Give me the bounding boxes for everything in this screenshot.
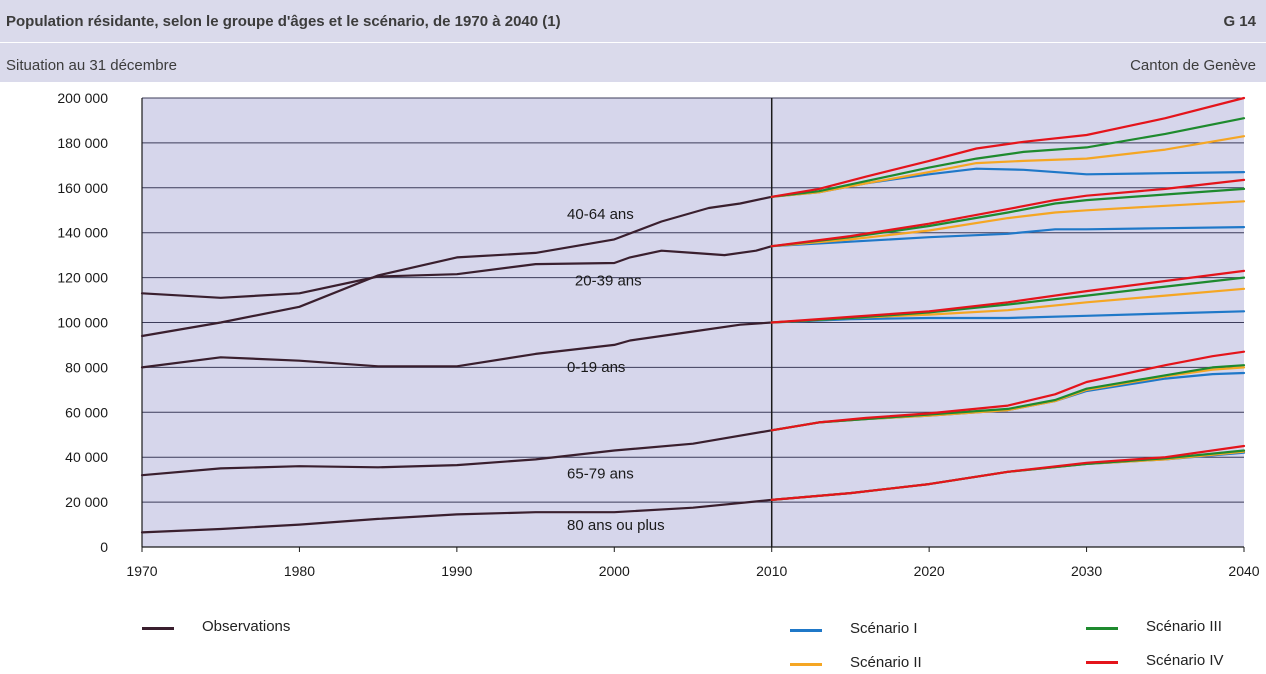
legend-scenario-2-swatch xyxy=(790,663,822,666)
series-observed-0-19-ans xyxy=(140,321,773,369)
x-tick-label: 2000 xyxy=(599,563,630,579)
chart-subtitle: Situation au 31 décembre xyxy=(6,57,177,74)
x-tick-label: 2040 xyxy=(1228,563,1259,579)
group-annotation: 65-79 ans xyxy=(567,466,634,483)
series-scenario3-40-64-ans xyxy=(770,117,1246,198)
y-tick-label: 60 000 xyxy=(65,404,108,420)
series-scenario4-20-39-ans xyxy=(770,178,1246,248)
chart-code: G 14 xyxy=(1223,13,1256,30)
group-annotation: 0-19 ans xyxy=(567,359,625,376)
y-tick-label: 140 000 xyxy=(57,225,108,241)
x-tick-label: 1970 xyxy=(126,563,157,579)
series-scenario4-40-64-ans xyxy=(770,96,1246,198)
series-scenario3-20-39-ans xyxy=(770,187,1246,248)
y-tick-label: 180 000 xyxy=(57,135,108,151)
series-scenario2-20-39-ans xyxy=(770,200,1246,248)
series-observed-80-ans-ou-plus xyxy=(140,498,773,534)
y-tick-label: 160 000 xyxy=(57,180,108,196)
legend-observations-swatch xyxy=(142,627,174,630)
legend-scenario-2-label: Scénario II xyxy=(850,654,922,671)
y-tick-label: 120 000 xyxy=(57,270,108,286)
legend-scenario-1-label: Scénario I xyxy=(850,620,918,637)
series-scenario1-20-39-ans xyxy=(770,226,1246,248)
chart-header: Population résidante, selon le groupe d'… xyxy=(0,0,1266,82)
y-tick-label: 200 000 xyxy=(57,90,108,106)
x-tick-label: 1990 xyxy=(441,563,472,579)
series-observed-65-79-ans xyxy=(140,429,773,477)
x-tick-label: 1980 xyxy=(284,563,315,579)
legend-scenario-3-label: Scénario III xyxy=(1146,618,1222,635)
series-scenario4-0-19-ans xyxy=(770,269,1246,324)
legend-observations-label: Observations xyxy=(202,618,291,635)
y-tick-label: 20 000 xyxy=(65,494,108,510)
legend-scenario-4-label: Scénario IV xyxy=(1146,652,1224,669)
legend-scenario-1-swatch xyxy=(790,629,822,632)
group-annotation: 20-39 ans xyxy=(575,272,642,289)
header-separator xyxy=(0,42,1266,43)
population-chart: 0 20 000 40 000 60 000 80 000 100 000 120 000 1… xyxy=(57,90,1259,579)
y-tick-label: 80 000 xyxy=(65,359,108,375)
series-observed-20-39-ans xyxy=(140,245,773,299)
y-tick-label: 100 000 xyxy=(57,315,108,331)
legend-scenario-3-swatch xyxy=(1086,627,1118,630)
legend-scenario-4-swatch xyxy=(1086,661,1118,664)
x-tick-label: 2030 xyxy=(1071,563,1102,579)
series-scenario4-80-ans-ou-plus xyxy=(770,444,1246,501)
series-scenario4-65-79-ans xyxy=(770,350,1246,432)
x-tick-label: 2020 xyxy=(914,563,945,579)
series-scenario2-40-64-ans xyxy=(770,135,1246,198)
series-observed-40-64-ans xyxy=(140,195,773,338)
y-tick-label: 0 xyxy=(100,539,108,555)
x-tick-label: 2010 xyxy=(756,563,787,579)
chart-title: Population résidante, selon le groupe d'… xyxy=(6,13,561,30)
y-tick-label: 40 000 xyxy=(65,449,108,465)
group-annotation: 40-64 ans xyxy=(567,206,634,223)
group-annotation: 80 ans ou plus xyxy=(567,517,665,534)
chart-region: Canton de Genève xyxy=(1130,57,1256,74)
